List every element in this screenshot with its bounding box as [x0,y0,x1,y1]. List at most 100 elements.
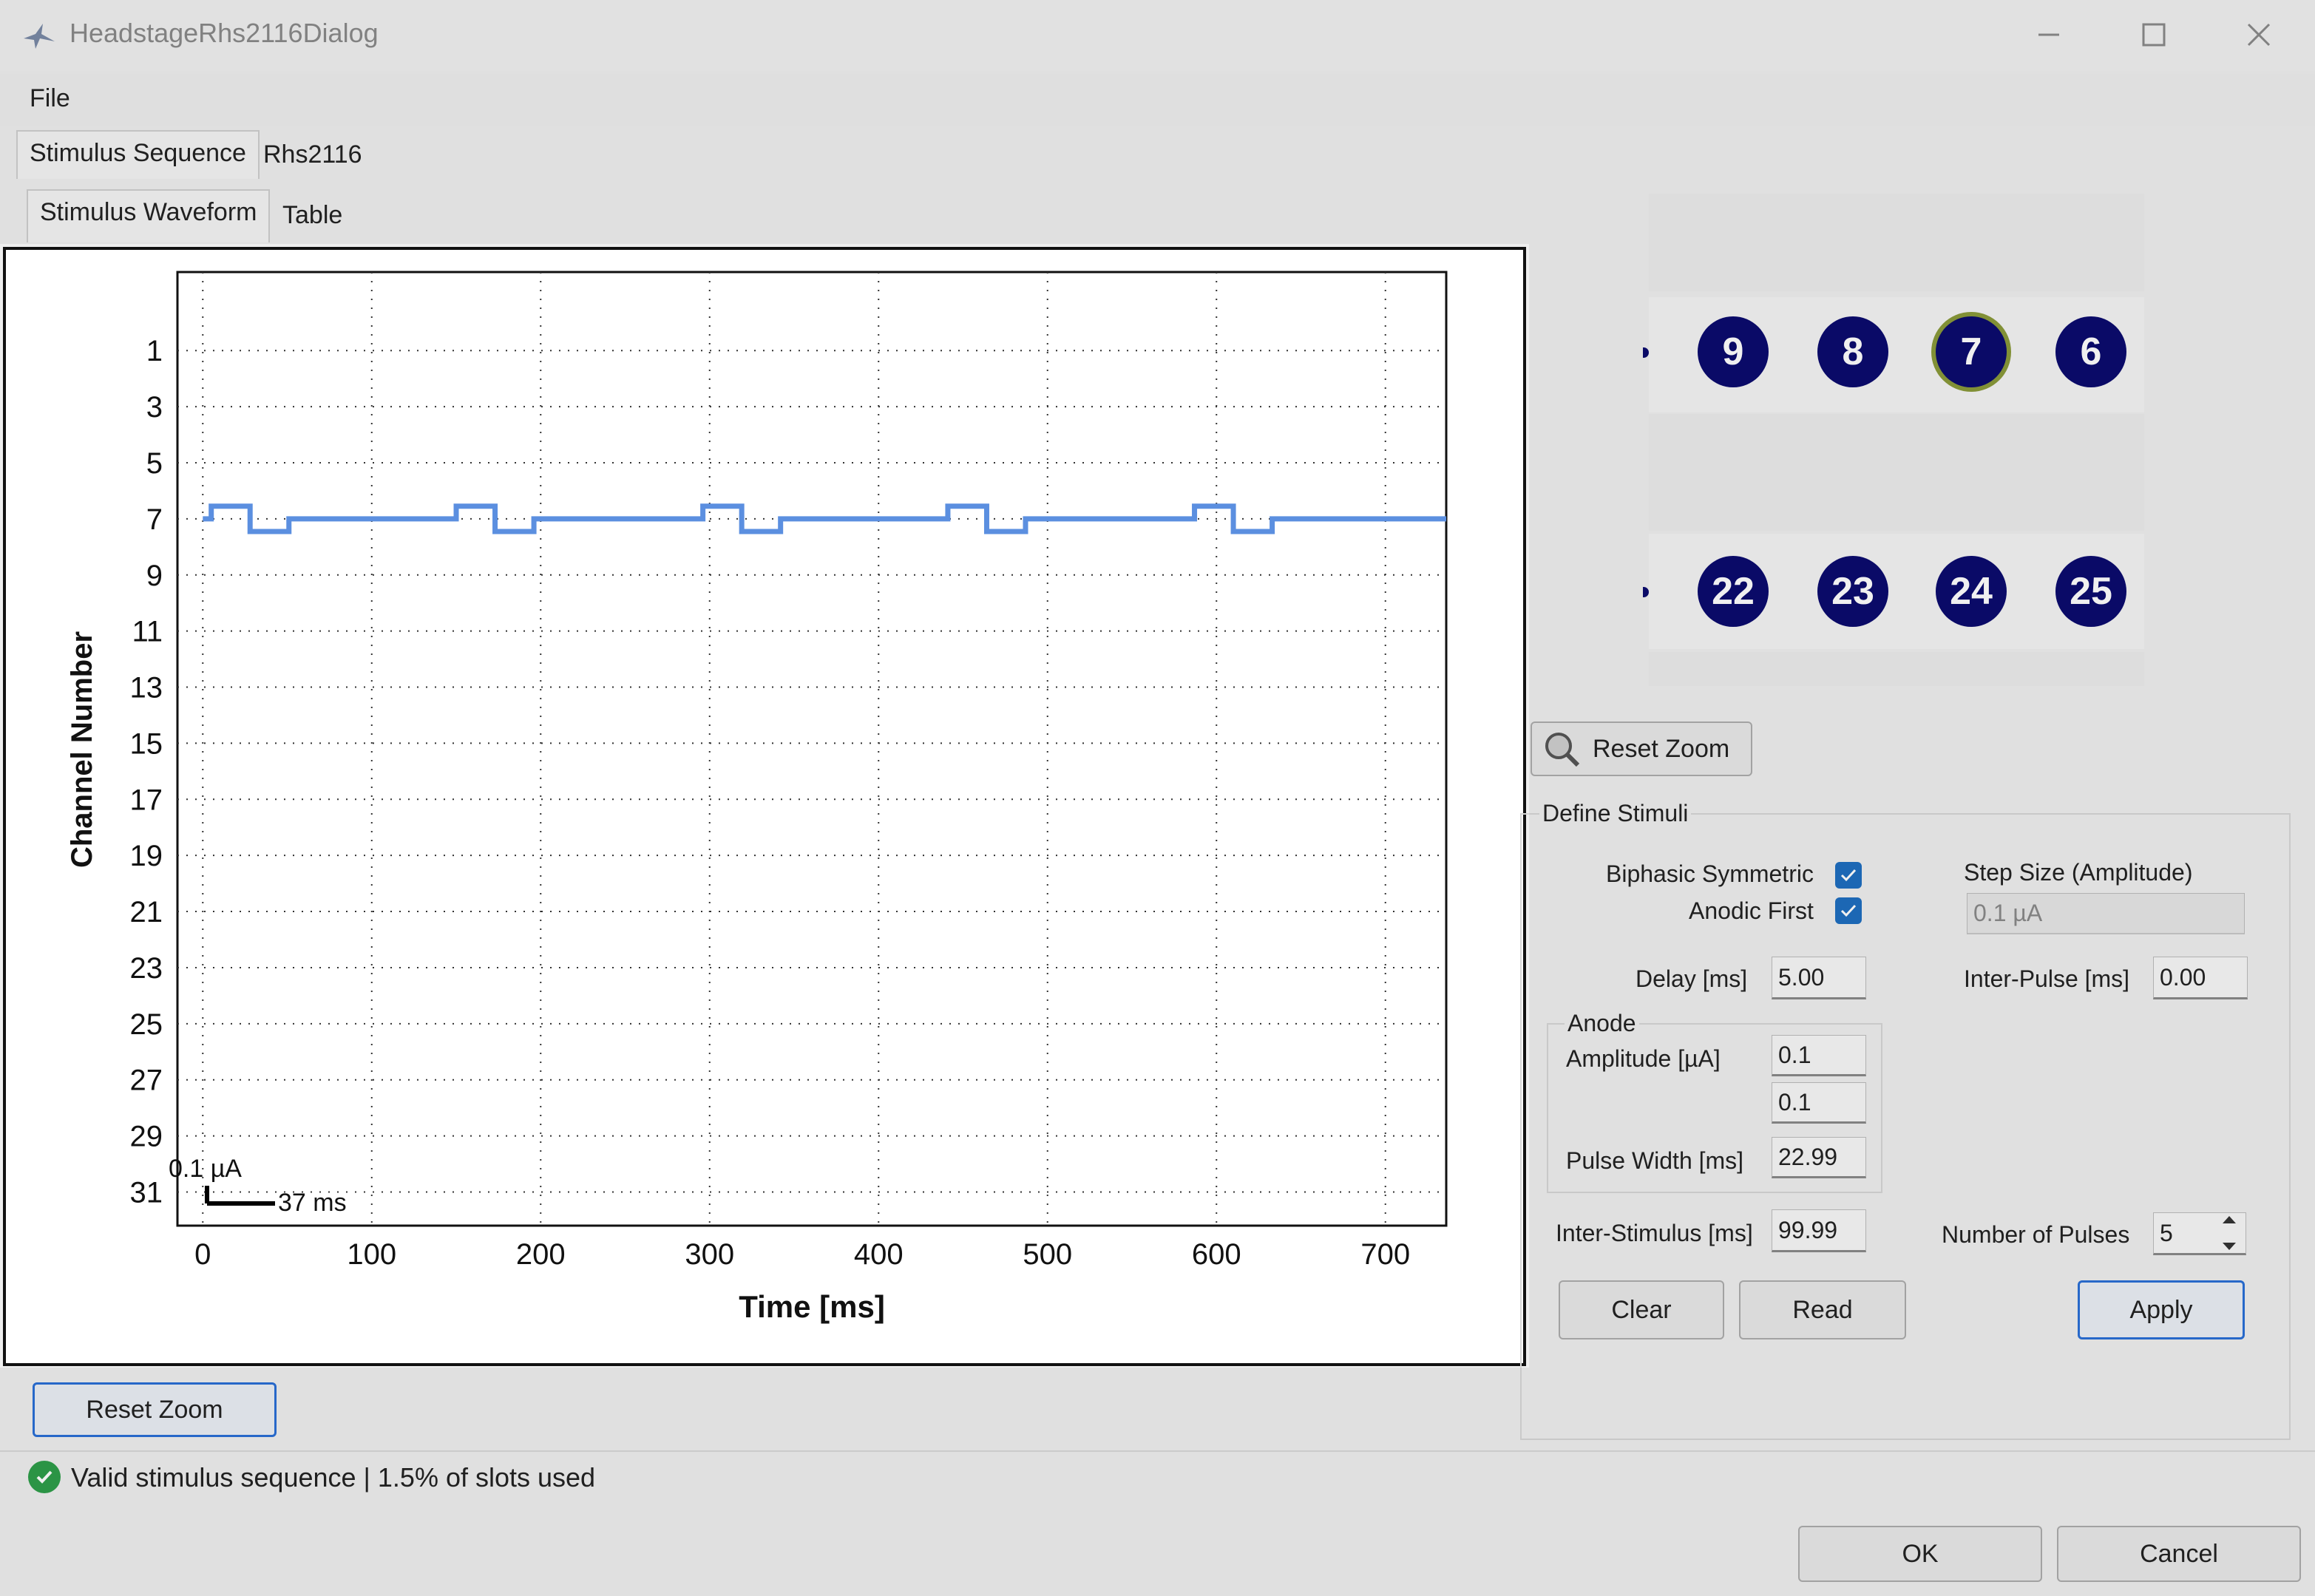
x-tick-label: 100 [347,1238,396,1271]
reset-zoom-button-right[interactable]: Reset Zoom [1531,721,1752,776]
electrode-25[interactable]: 25 [2055,556,2126,627]
define-stimuli-group [1520,813,2291,1440]
menu-bar: File [0,74,2315,126]
y-tick-label: 5 [146,447,163,480]
tab-stimulus-sequence[interactable]: Stimulus Sequence [16,130,260,179]
electrode-22[interactable]: 22 [1698,556,1769,627]
status-divider [0,1450,2315,1452]
x-tick-label: 200 [516,1238,566,1271]
num-pulses-stepper[interactable]: 5 [2153,1212,2246,1255]
stepper-arrows[interactable] [2216,1215,2243,1252]
minimize-button[interactable] [2008,9,2089,61]
electrode-8[interactable]: 8 [1817,316,1888,387]
anode-group [1547,1023,1882,1193]
title-bar: HeadstageRhs2116Dialog [0,0,2315,71]
window-title: HeadstageRhs2116Dialog [70,18,379,48]
electrode-partial [1643,347,1649,358]
amplitude-field-2[interactable]: 0.1 [1772,1082,1866,1124]
y-tick-label: 17 [130,784,163,816]
electrode-9[interactable]: 9 [1698,316,1769,387]
plot-area [176,271,1448,1227]
y-tick-label: 11 [132,616,163,648]
waveform-chart[interactable]: 0 100 200 300 400 500 600 700 13579111315171921… [6,250,1523,1363]
biphasic-label: Biphasic Symmetric [1606,860,1814,887]
electrode-7-selected[interactable]: 7 [1936,316,2007,387]
y-tick-label: 25 [130,1008,163,1041]
checkmark-icon [1840,904,1857,917]
step-size-field: 0.1 µA [1967,893,2245,934]
anodic-first-checkbox[interactable] [1835,897,1862,924]
arrow-up-icon[interactable] [2221,1215,2237,1225]
y-tick-label: 15 [130,727,163,760]
read-button[interactable]: Read [1739,1280,1906,1339]
y-tick-label: 23 [130,952,163,985]
num-pulses-value: 5 [2160,1219,2173,1246]
y-tick-label: 31 [130,1176,163,1209]
y-tick-label: 7 [146,503,163,536]
electrode-23[interactable]: 23 [1817,556,1888,627]
electrode-band [1649,194,2144,291]
reset-zoom-button-left[interactable]: Reset Zoom [33,1382,277,1437]
y-tick-label: 21 [130,896,163,928]
y-tick-label: 19 [130,840,163,872]
maximize-button[interactable] [2113,9,2194,61]
pulse-width-label: Pulse Width [ms] [1566,1147,1744,1174]
biphasic-checkbox[interactable] [1835,862,1862,889]
scale-bar-time-label: 37 ms [278,1189,347,1217]
stimulus-trace-channel-7 [203,503,1446,534]
electrode-band [1649,414,2144,531]
apply-button[interactable]: Apply [2078,1280,2245,1339]
x-tick-labels: 0 100 200 300 400 500 600 700 [194,1238,1410,1271]
electrode-24[interactable]: 24 [1936,556,2007,627]
delay-label: Delay [ms] [1636,965,1748,992]
inter-stimulus-label: Inter-Stimulus [ms] [1556,1220,1753,1246]
num-pulses-label: Number of Pulses [1942,1221,2130,1248]
arrow-down-icon[interactable] [2221,1241,2237,1252]
inter-stimulus-field[interactable]: 99.99 [1772,1209,1866,1252]
electrode-band [1649,652,2144,686]
y-tick-label: 29 [130,1121,163,1153]
tab-rhs2116[interactable]: Rhs2116 [263,140,362,169]
define-stimuli-title: Define Stimuli [1539,800,1692,827]
reset-zoom-label: Reset Zoom [1593,734,1730,763]
waveform-plot-panel[interactable]: 0 100 200 300 400 500 600 700 1 3 5 7 9 11 13 15 17 19 21… [3,247,1526,1366]
y-tick-label: 1 [146,335,163,367]
inter-pulse-field[interactable]: 0.00 [2153,957,2248,999]
electrode-partial [1643,587,1649,597]
y-tick-label: 27 [130,1064,163,1097]
ok-button[interactable]: OK [1798,1526,2042,1582]
clear-button[interactable]: Clear [1559,1280,1724,1339]
tab-stimulus-waveform[interactable]: Stimulus Waveform [27,189,271,242]
maximize-icon [2142,23,2166,47]
y-tick-label: 13 [130,672,163,704]
status-text: Valid stimulus sequence | 1.5% of slots … [71,1462,596,1493]
close-button[interactable] [2218,9,2299,61]
y-axis-label: Channel Number [66,631,98,868]
x-axis-label: Time [ms] [739,1289,885,1324]
pulse-width-field[interactable]: 22.99 [1772,1137,1866,1178]
delay-field[interactable]: 5.00 [1772,957,1866,999]
check-circle-icon [28,1461,61,1493]
minimize-icon [2038,33,2059,36]
step-size-label: Step Size (Amplitude) [1964,859,2193,886]
close-icon [2247,23,2271,47]
cancel-button[interactable]: Cancel [2057,1526,2301,1582]
trace-group [203,503,1446,534]
menu-file[interactable]: File [30,84,70,112]
y-tick-label: 3 [146,391,163,424]
amplitude-field[interactable]: 0.1 [1772,1035,1866,1076]
inter-pulse-label: Inter-Pulse [ms] [1964,965,2130,992]
x-tick-label: 0 [194,1238,211,1271]
x-tick-label: 500 [1023,1238,1072,1271]
x-tick-label: 600 [1192,1238,1241,1271]
magnifier-icon [1545,733,1580,767]
x-tick-label: 300 [685,1238,734,1271]
anodic-first-label: Anodic First [1689,897,1814,924]
electrode-6[interactable]: 6 [2055,316,2126,387]
tab-table[interactable]: Table [282,201,343,229]
checkmark-icon [1840,869,1857,882]
anode-label: Anode [1565,1010,1639,1037]
scale-bar-amplitude-label: 0.1 µA [169,1155,242,1183]
